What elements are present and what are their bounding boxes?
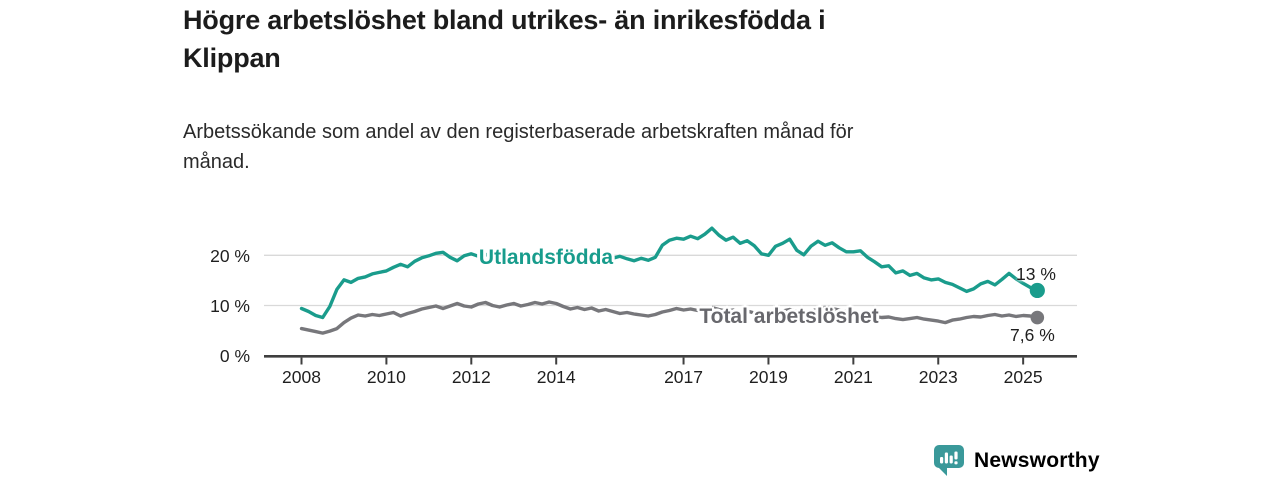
x-axis-tick-label: 2021: [834, 367, 873, 387]
x-axis-tick-label: 2014: [537, 367, 576, 387]
series-label-total-arbetsloshet: Total arbetslöshet: [699, 305, 879, 328]
y-axis-tick-label: 0 %: [220, 346, 250, 366]
chart-title: Högre arbetslöshet bland utrikes- än inr…: [183, 5, 826, 73]
y-axis-tick-label: 20 %: [210, 246, 250, 266]
x-axis-tick-label: 2023: [919, 367, 958, 387]
newsworthy-wordmark: Newsworthy: [974, 449, 1100, 472]
series-end-dot: [1030, 310, 1045, 325]
newsworthy-icon: [934, 445, 964, 476]
x-axis-tick-label: 2025: [1004, 367, 1043, 387]
x-axis-tick-label: 2017: [664, 367, 703, 387]
x-axis-tick-label: 2012: [452, 367, 491, 387]
y-axis-tick-label: 10 %: [210, 296, 250, 316]
series-line-total-arbetsl-shet: [299, 300, 1040, 335]
series-end-value-total-arbetsloshet: 7,6 %: [1010, 325, 1055, 345]
chart-subtitle: Arbetssökande som andel av den registerb…: [183, 121, 854, 173]
series-end-value-utlandsfodda: 13 %: [1016, 264, 1056, 284]
x-axis-tick-label: 2019: [749, 367, 788, 387]
x-axis-tick-label: 2010: [367, 367, 406, 387]
series-line-utlandsf-dda: [299, 226, 1040, 320]
series-end-dot: [1029, 282, 1045, 299]
x-axis-tick-label: 2008: [282, 367, 321, 387]
series-label-utlandsfodda: Utlandsfödda: [478, 246, 614, 269]
newsworthy-logo[interactable]: Newsworthy: [933, 444, 1100, 478]
